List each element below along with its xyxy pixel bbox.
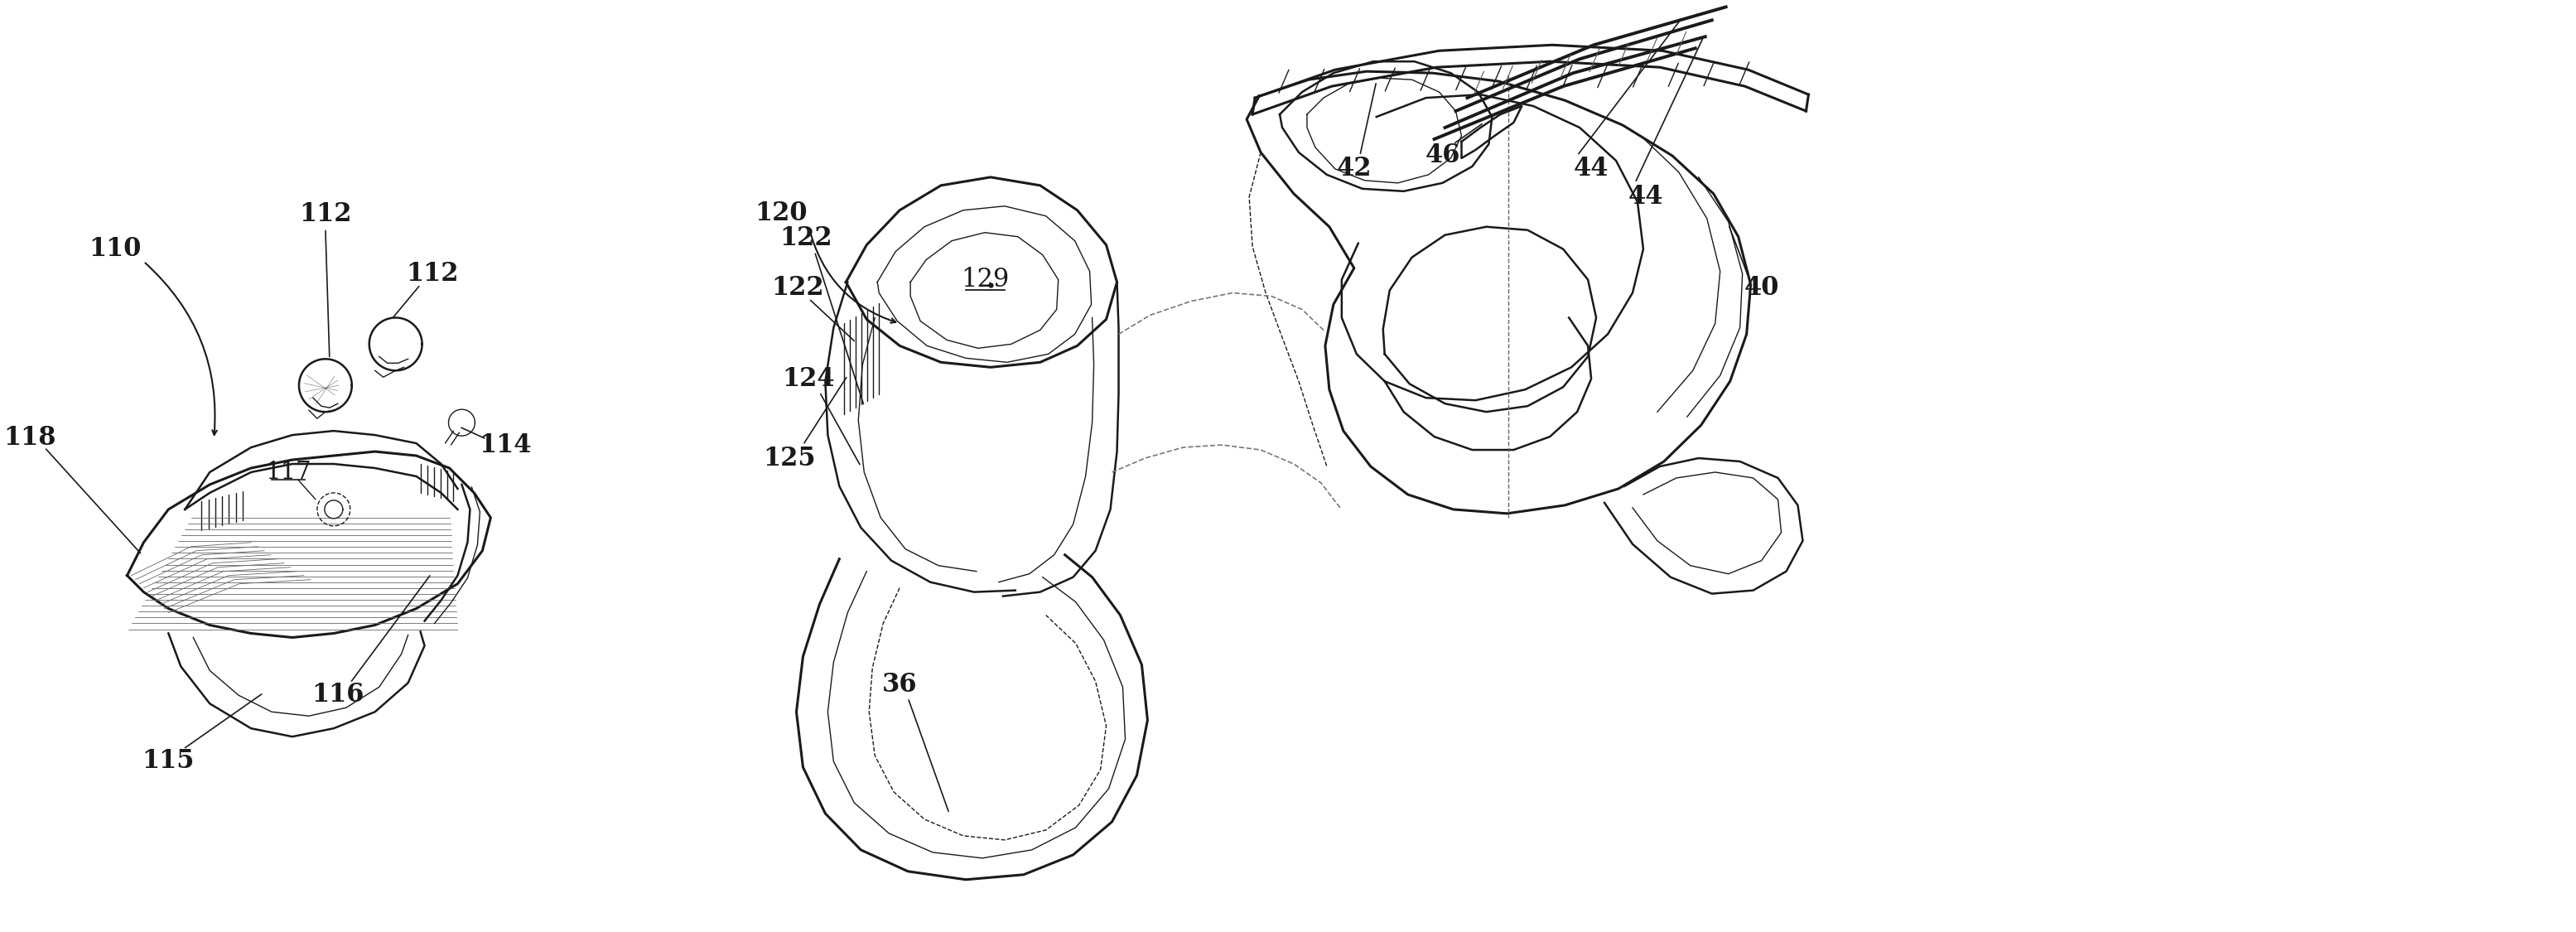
Text: 117: 117 xyxy=(265,460,312,484)
Text: 129: 129 xyxy=(961,267,1010,293)
Text: 110: 110 xyxy=(88,236,142,262)
Text: 118: 118 xyxy=(3,425,57,450)
Text: 125: 125 xyxy=(762,445,817,471)
Text: 120: 120 xyxy=(755,200,809,226)
Text: 122: 122 xyxy=(781,226,832,251)
Text: 116: 116 xyxy=(312,681,363,707)
Text: 124: 124 xyxy=(783,366,835,391)
Text: 112: 112 xyxy=(407,261,459,287)
Text: 42: 42 xyxy=(1337,156,1370,182)
Text: 44: 44 xyxy=(1628,185,1664,210)
Text: 40: 40 xyxy=(1744,275,1780,301)
Text: 114: 114 xyxy=(479,432,531,458)
Text: 36: 36 xyxy=(881,672,917,697)
Text: 122: 122 xyxy=(773,275,824,301)
Text: 46: 46 xyxy=(1425,143,1461,169)
Text: 44: 44 xyxy=(1574,156,1610,182)
Text: 115: 115 xyxy=(142,747,196,774)
Text: 112: 112 xyxy=(299,201,353,227)
